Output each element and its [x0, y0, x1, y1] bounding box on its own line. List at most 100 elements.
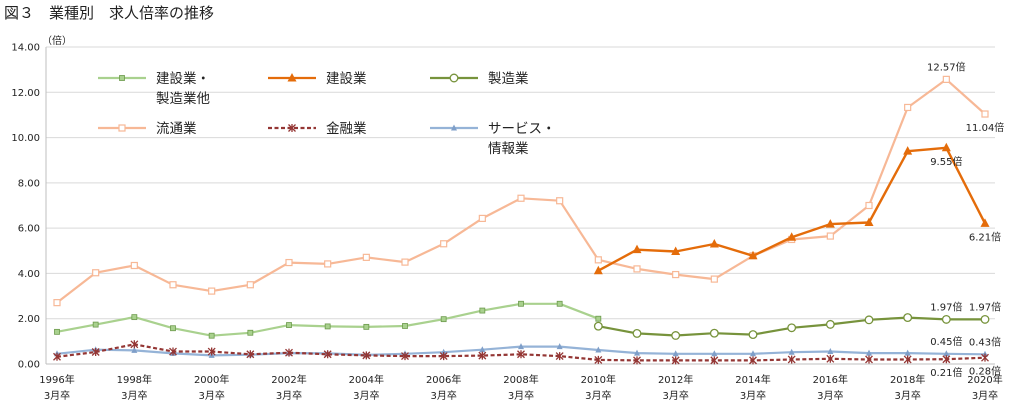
data-point	[980, 314, 990, 324]
chart-title: 図３ 業種別 求人倍率の推移	[4, 4, 215, 22]
data-point	[980, 218, 990, 227]
x-tick-sublabel: 3月卒	[740, 389, 766, 402]
series-line	[597, 146, 987, 272]
x-tick-sublabel: 3月卒	[276, 389, 302, 402]
data-point	[672, 350, 679, 357]
legend-item: 製造業	[430, 71, 529, 87]
legend-label: サービス・	[488, 121, 556, 137]
data-point	[208, 332, 215, 339]
data-point	[825, 319, 835, 329]
data-point	[826, 232, 834, 240]
data-label: 12.57倍	[927, 60, 966, 73]
data-point	[595, 346, 602, 353]
data-point	[594, 355, 603, 364]
data-point	[864, 217, 874, 226]
legend-label: 製造業他	[156, 91, 210, 107]
data-point	[285, 258, 293, 267]
data-point	[479, 307, 486, 314]
y-tick-label: 10.00	[11, 133, 40, 144]
series-3	[593, 142, 990, 275]
data-point	[710, 275, 718, 283]
data-point	[825, 219, 835, 228]
data-point	[246, 350, 255, 359]
y-axis-unit: （倍）	[42, 36, 72, 47]
x-tick-label: 2018年	[890, 373, 925, 386]
data-point	[518, 300, 524, 307]
legend-label: 流通業	[156, 121, 197, 137]
data-point	[169, 347, 177, 356]
data-point	[671, 331, 681, 340]
x-tick-label: 2020年	[967, 373, 1002, 386]
x-tick-label: 2004年	[349, 373, 384, 386]
data-point	[866, 349, 872, 356]
data-point	[941, 142, 951, 152]
data-point	[941, 314, 951, 324]
data-point	[324, 323, 331, 330]
data-point	[943, 350, 950, 357]
data-point	[826, 354, 835, 363]
legend-item: 金融業	[268, 121, 367, 137]
data-point	[130, 261, 138, 270]
y-tick-label: 4.00	[18, 269, 40, 280]
legend-label: 建設業・	[156, 71, 210, 87]
grid	[46, 46, 995, 320]
x-tick-label: 2008年	[503, 373, 538, 386]
x-tick-label: 2016年	[813, 373, 848, 386]
data-point	[517, 194, 525, 202]
data-point	[750, 350, 756, 357]
data-point	[709, 238, 719, 248]
x-tick-sublabel: 3月卒	[817, 389, 843, 402]
series-group	[53, 75, 990, 365]
x-tick-sublabel: 3月卒	[44, 389, 70, 402]
data-point	[633, 356, 641, 365]
data-point	[92, 269, 100, 277]
series-line	[56, 302, 599, 337]
data-point	[634, 349, 640, 356]
x-tick-label: 2012年	[658, 373, 693, 386]
x-tick-sublabel: 3月卒	[585, 389, 611, 402]
data-point	[981, 353, 989, 362]
data-point	[633, 265, 641, 273]
x-tick-sublabel: 3月卒	[972, 389, 998, 402]
y-tick-label: 12.00	[11, 88, 40, 99]
data-point	[323, 350, 332, 359]
data-point	[286, 322, 292, 328]
data-point	[170, 325, 176, 332]
legend-marker	[119, 75, 125, 81]
data-point	[595, 315, 602, 322]
data-point	[53, 299, 61, 307]
data-point	[748, 330, 758, 340]
data-point	[632, 328, 642, 338]
legend-item: サービス・情報業	[430, 121, 556, 157]
y-tick-label: 6.00	[18, 224, 40, 235]
legend-marker	[451, 124, 457, 131]
data-point	[208, 287, 216, 295]
data-label: 0.28倍	[969, 365, 1001, 378]
data-point	[632, 244, 642, 254]
data-point	[827, 348, 834, 355]
data-point	[439, 352, 448, 361]
series-0	[53, 75, 989, 307]
data-point	[478, 351, 487, 360]
data-point	[903, 355, 912, 364]
x-tick-label: 2006年	[426, 373, 461, 386]
data-point	[131, 314, 138, 321]
data-point	[672, 270, 680, 279]
x-tick-label: 1996年	[39, 373, 74, 386]
y-tick-label: 2.00	[18, 314, 40, 325]
data-point	[401, 352, 409, 361]
data-point	[362, 351, 371, 360]
data-point	[131, 346, 138, 353]
data-label: 1.97倍	[969, 300, 1001, 313]
data-label: 9.55倍	[930, 155, 962, 168]
data-point	[787, 355, 796, 364]
data-point	[864, 315, 874, 325]
legend-marker	[287, 73, 297, 82]
legend-label: 金融業	[326, 121, 367, 137]
x-tick-sublabel: 3月卒	[198, 389, 224, 402]
data-point	[749, 356, 757, 365]
data-point	[402, 323, 408, 329]
data-point	[981, 110, 989, 118]
legend-label: 製造業	[488, 71, 529, 87]
